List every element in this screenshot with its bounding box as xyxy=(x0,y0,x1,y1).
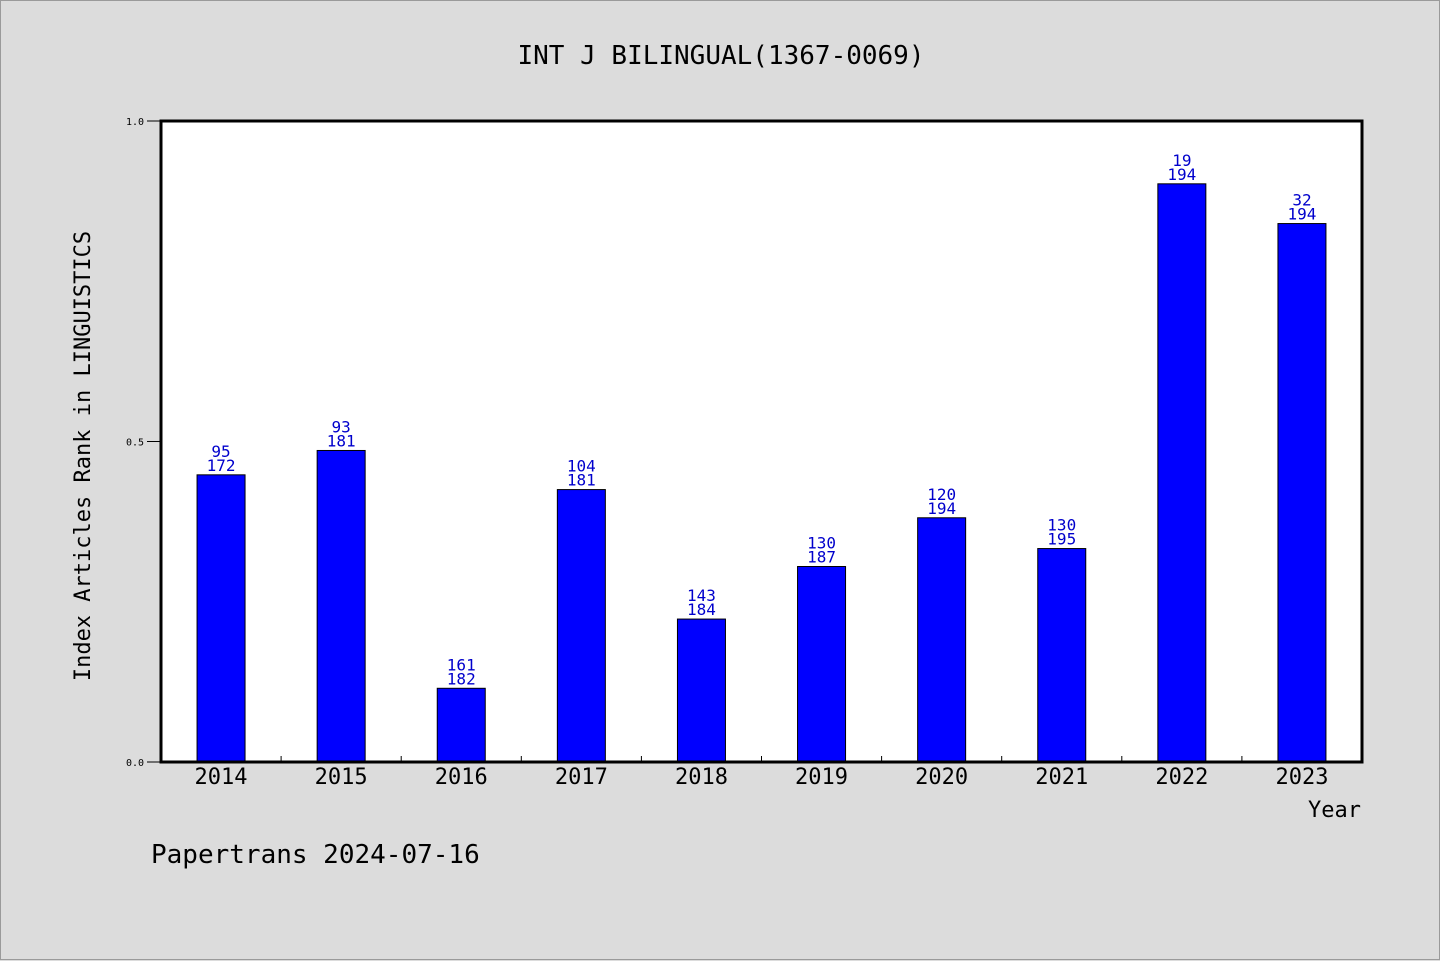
bar-2022 xyxy=(1157,183,1207,763)
bar-rank-label-2018: 143 xyxy=(687,586,716,605)
x-tick-label-2022: 2022 xyxy=(1155,765,1208,790)
footer-credit: Papertrans 2024-07-16 xyxy=(151,840,480,870)
bar-total-label-2023: 194 xyxy=(1287,205,1316,224)
bar-total-label-2016: 182 xyxy=(447,669,476,688)
x-tick-label-2016: 2016 xyxy=(435,765,488,790)
y-axis: 0.0 0.5 1.0 xyxy=(126,117,161,769)
bar-2016 xyxy=(436,687,486,763)
bar-2017 xyxy=(556,489,606,763)
data-labels-group: 9517293181161182104181143184130187120194… xyxy=(207,151,1317,688)
bar-2014 xyxy=(196,474,246,763)
bar-rank-label-2016: 161 xyxy=(447,655,476,674)
x-tick-label-2014: 2014 xyxy=(195,765,248,790)
bar-2021 xyxy=(1037,548,1087,763)
bar-2018 xyxy=(676,618,726,763)
bar-2019 xyxy=(797,565,847,763)
bar-rank-label-2019: 130 xyxy=(807,533,836,552)
y-tick-label-0: 0.0 xyxy=(126,758,144,769)
bar-total-label-2019: 187 xyxy=(807,547,836,566)
bar-2023 xyxy=(1277,223,1327,763)
bar-2020 xyxy=(917,517,967,763)
bar-total-label-2022: 194 xyxy=(1167,165,1196,184)
bar-rank-label-2021: 130 xyxy=(1047,516,1076,535)
bar-2015 xyxy=(316,449,366,763)
x-tick-label-2020: 2020 xyxy=(915,765,968,790)
chart-title: INT J BILINGUAL(1367-0069) xyxy=(518,41,925,71)
x-tick-label-2018: 2018 xyxy=(675,765,728,790)
bar-rank-label-2020: 120 xyxy=(927,485,956,504)
bar-rank-label-2015: 93 xyxy=(332,417,351,436)
y-tick-label-2: 1.0 xyxy=(126,117,144,128)
bar-total-label-2015: 181 xyxy=(327,431,356,450)
bar-total-label-2021: 195 xyxy=(1047,530,1076,549)
x-tick-label-2015: 2015 xyxy=(315,765,368,790)
bar-total-label-2017: 181 xyxy=(567,471,596,490)
bar-rank-label-2022: 19 xyxy=(1172,151,1191,170)
x-tick-label-2017: 2017 xyxy=(555,765,608,790)
bar-rank-label-2014: 95 xyxy=(211,442,230,461)
y-axis-label: Index Articles Rank in LINGUISTICS xyxy=(71,231,96,681)
x-tick-label-2019: 2019 xyxy=(795,765,848,790)
bar-rank-label-2023: 32 xyxy=(1292,191,1311,210)
x-axis-label: Year xyxy=(1308,798,1361,823)
y-tick-label-1: 0.5 xyxy=(126,438,144,449)
bar-total-label-2018: 184 xyxy=(687,600,716,619)
bar-total-label-2020: 194 xyxy=(927,499,956,518)
bar-total-label-2014: 172 xyxy=(207,456,236,475)
x-tick-label-2023: 2023 xyxy=(1275,765,1328,790)
bar-rank-label-2017: 104 xyxy=(567,457,596,476)
bars-group xyxy=(196,183,1327,763)
x-axis: 2014 2015 2016 2017 2018 2019 2020 2021 2022 2023 xyxy=(195,756,1328,790)
x-tick-label-2021: 2021 xyxy=(1035,765,1088,790)
